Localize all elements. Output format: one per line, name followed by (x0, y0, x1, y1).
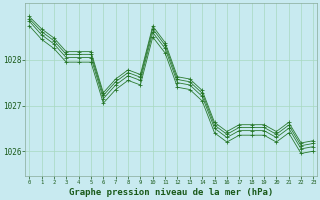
X-axis label: Graphe pression niveau de la mer (hPa): Graphe pression niveau de la mer (hPa) (69, 188, 273, 197)
